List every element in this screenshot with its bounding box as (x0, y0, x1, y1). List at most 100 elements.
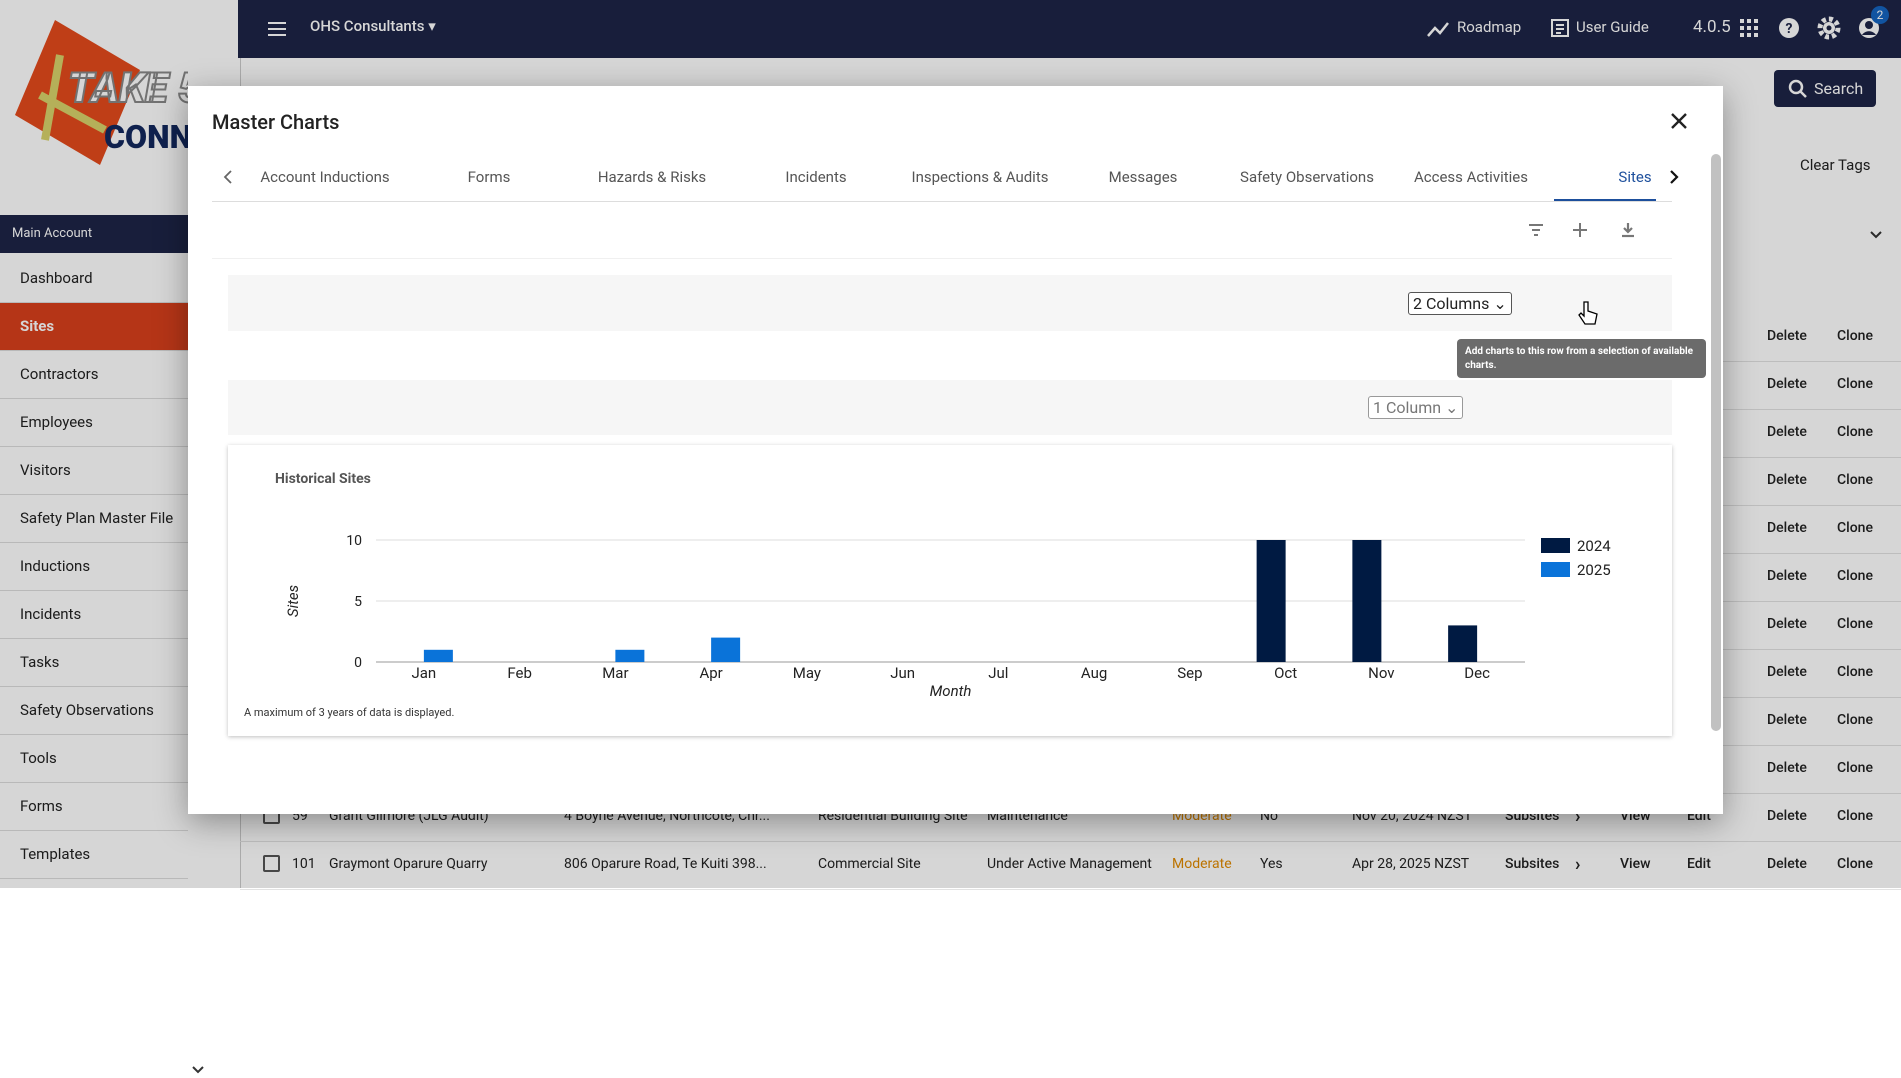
cursor (1578, 301, 1598, 325)
tab[interactable]: Access Activities (1413, 168, 1529, 186)
table-cell[interactable]: Clone (1837, 856, 1873, 872)
tab[interactable]: Hazards & Risks (597, 168, 707, 186)
columns-select[interactable]: 2 Columns ⌄ (1408, 292, 1512, 315)
table-cell[interactable]: Clone (1837, 328, 1873, 344)
version: 4.0.5 (1693, 17, 1731, 37)
tab[interactable]: Messages (1108, 168, 1178, 186)
menu-icon[interactable] (265, 17, 289, 41)
table-cell[interactable]: Clone (1837, 760, 1873, 776)
sidebar-item[interactable]: Tools (0, 735, 188, 783)
tab[interactable]: Safety Observations (1240, 168, 1374, 186)
table-cell[interactable]: Delete (1767, 568, 1807, 584)
tab[interactable]: Account Inductions (260, 168, 390, 186)
table-cell[interactable]: Delete (1767, 808, 1807, 824)
table-cell[interactable]: Clone (1837, 664, 1873, 680)
header: OHS Consultants ▾ Roadmap User Guide 4.0… (238, 0, 1901, 58)
table-cell[interactable]: Clone (1837, 424, 1873, 440)
tab[interactable]: Forms (467, 168, 511, 186)
table-cell[interactable]: Clone (1837, 376, 1873, 392)
table-cell[interactable]: Clone (1837, 616, 1873, 632)
sidebar-item[interactable]: Safety Plan Master File (0, 495, 188, 543)
org-name: OHS Consultants (310, 17, 425, 35)
table-cell: Apr 28, 2025 NZST (1352, 856, 1470, 872)
sidebar-item[interactable]: Employees (0, 399, 188, 447)
settings-icon[interactable] (1817, 16, 1841, 40)
tab[interactable]: Incidents (785, 168, 847, 186)
sidebar-item[interactable]: Safety Observations (0, 687, 188, 735)
x-tick-label: Nov (1368, 664, 1394, 682)
user-guide-link[interactable]: User Guide (1576, 18, 1649, 36)
sidebar-item[interactable]: Contractors (0, 351, 188, 399)
table-cell[interactable]: Delete (1767, 664, 1807, 680)
sidebar-label: Safety Plan Master File (20, 509, 174, 527)
chevron: › (1575, 854, 1581, 875)
columns-value: 2 Columns (1413, 294, 1490, 313)
sidebar-item[interactable]: Templates (0, 831, 188, 879)
sidebar-item[interactable]: Dashboard (0, 255, 188, 303)
table-cell[interactable]: Delete (1767, 712, 1807, 728)
clear-tags[interactable]: Clear Tags (1800, 156, 1871, 174)
table-cell[interactable]: Delete (1767, 856, 1807, 872)
sidebar-label: Safety Observations (20, 701, 154, 719)
add-icon[interactable] (1570, 220, 1590, 240)
table-cell[interactable]: Clone (1837, 520, 1873, 536)
org-select[interactable]: OHS Consultants ▾ (310, 17, 436, 35)
sidebar-label: Inductions (20, 557, 91, 575)
sidebar-label: Tools (20, 749, 57, 767)
filter-icon[interactable] (1526, 220, 1546, 240)
table-cell[interactable]: Clone (1837, 568, 1873, 584)
x-tick-label: Apr (699, 664, 722, 682)
chart-title: Historical Sites (275, 471, 371, 487)
table-cell[interactable]: Delete (1767, 616, 1807, 632)
modal-title: Master Charts (212, 110, 340, 134)
table-cell[interactable]: Delete (1767, 424, 1807, 440)
table-cell[interactable]: Delete (1767, 376, 1807, 392)
x-tick-label: Feb (507, 664, 532, 682)
bar (1352, 540, 1382, 662)
search-button[interactable]: Search (1774, 70, 1876, 107)
checkbox[interactable] (263, 855, 280, 872)
sidebar-item[interactable]: Incidents (0, 591, 188, 639)
table-cell[interactable]: Clone (1837, 472, 1873, 488)
help-icon[interactable]: ? (1777, 16, 1801, 40)
x-tick-label: Jan (412, 664, 437, 682)
table-cell[interactable]: Delete (1767, 520, 1807, 536)
bar (1256, 540, 1286, 662)
table-cell[interactable]: View (1620, 856, 1651, 872)
row-divider (240, 889, 1901, 890)
table-cell: 101 (292, 856, 316, 872)
close-button[interactable] (1668, 110, 1690, 132)
roadmap-link[interactable]: Roadmap (1457, 18, 1522, 36)
x-tick-label: Oct (1274, 664, 1297, 682)
table-cell[interactable]: Delete (1767, 760, 1807, 776)
table-cell[interactable]: Delete (1767, 472, 1807, 488)
notification-badge: 2 (1871, 6, 1889, 24)
sidebar-item[interactable]: Visitors (0, 447, 188, 495)
sidebar-item[interactable]: Sites (0, 303, 188, 351)
chart-card: Historical Sites A maximum of 3 years of… (228, 445, 1672, 736)
table-cell[interactable]: Delete (1767, 328, 1807, 344)
table-cell[interactable]: Edit (1687, 856, 1711, 872)
modal: Master Charts Account Inductions Forms Haz… (188, 86, 1723, 814)
expand-icon[interactable] (1868, 227, 1884, 243)
table-cell[interactable]: Clone (1837, 712, 1873, 728)
tab-divider (212, 201, 1672, 202)
tab[interactable]: Sites (1618, 168, 1652, 186)
tab[interactable]: Inspections & Audits (911, 168, 1049, 186)
sidebar-item[interactable]: Forms (0, 783, 188, 831)
sidebar-item[interactable]: Inductions (0, 543, 188, 591)
account-icon[interactable] (1857, 16, 1881, 40)
tab-prev[interactable] (220, 168, 236, 186)
tab-strip: Account Inductions Forms Hazards & Risks In… (248, 152, 1656, 204)
tab-next[interactable] (1666, 168, 1682, 186)
scrollbar[interactable] (1711, 154, 1721, 731)
x-tick-label: Aug (1081, 664, 1107, 682)
table-cell: Graymont Oparure Quarry (329, 856, 488, 872)
expand-icon[interactable] (190, 1062, 206, 1078)
sidebar-item[interactable]: Tasks (0, 639, 188, 687)
table-cell[interactable]: Subsites (1505, 856, 1560, 872)
download-icon[interactable] (1618, 220, 1638, 240)
apps-icon[interactable] (1738, 17, 1760, 39)
table-cell[interactable]: Clone (1837, 808, 1873, 824)
columns-select[interactable]: 1 Column ⌄ (1368, 396, 1464, 419)
